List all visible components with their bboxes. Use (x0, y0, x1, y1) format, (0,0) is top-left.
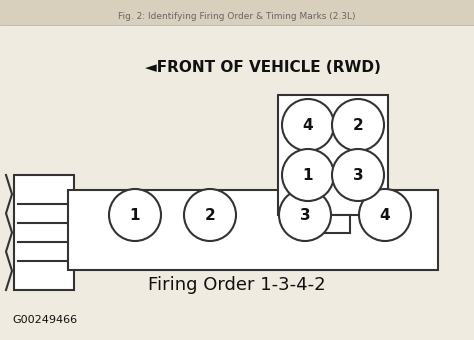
Text: 2: 2 (353, 118, 364, 133)
Circle shape (109, 189, 161, 241)
Circle shape (332, 99, 384, 151)
Text: 2: 2 (205, 207, 215, 222)
Circle shape (359, 189, 411, 241)
Text: ◄FRONT OF VEHICLE (RWD): ◄FRONT OF VEHICLE (RWD) (145, 61, 381, 75)
Circle shape (282, 99, 334, 151)
Text: 1: 1 (303, 168, 313, 183)
Bar (320, 215, 350, 233)
Bar (278, 95, 388, 215)
Text: 4: 4 (380, 207, 390, 222)
Bar (14, 175, 74, 290)
Circle shape (332, 149, 384, 201)
Circle shape (279, 189, 331, 241)
Text: 4: 4 (303, 118, 313, 133)
Text: G00249466: G00249466 (12, 315, 77, 325)
Bar (68, 190, 438, 270)
Circle shape (282, 149, 334, 201)
Circle shape (184, 189, 236, 241)
Text: 3: 3 (353, 168, 363, 183)
Bar (0, 0, 474, 25)
Text: 1: 1 (130, 207, 140, 222)
Text: Firing Order 1-3-4-2: Firing Order 1-3-4-2 (148, 276, 326, 294)
Text: 3: 3 (300, 207, 310, 222)
Text: Fig. 2: Identifying Firing Order & Timing Marks (2.3L): Fig. 2: Identifying Firing Order & Timin… (118, 12, 356, 21)
